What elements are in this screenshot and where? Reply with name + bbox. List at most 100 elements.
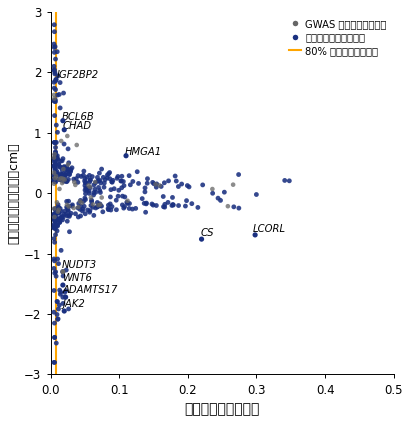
統合解析で有意な変異 xyxy=(52,211,58,218)
統合解析で有意な変異 xyxy=(126,200,133,207)
統合解析で有意な変異 xyxy=(57,217,63,224)
統合解析で有意な変異 xyxy=(51,270,58,277)
統合解析で有意な変異 xyxy=(143,200,149,206)
統合解析で有意な変異 xyxy=(81,175,88,182)
統合解析で有意な変異 xyxy=(117,178,124,184)
統合解析で有意な変異 xyxy=(107,206,114,213)
統合解析で有意な変異 xyxy=(126,205,132,212)
統合解析で有意な変異 xyxy=(52,148,58,155)
統合解析で有意な変異 xyxy=(59,167,65,173)
統合解析で有意な変異 xyxy=(63,163,70,170)
統合解析で有意な変異 xyxy=(51,224,57,231)
統合解析で有意な変異 xyxy=(119,193,126,200)
統合解析で有意な変異 xyxy=(52,71,58,77)
統合解析で有意な変異 xyxy=(54,255,61,262)
Point xyxy=(62,294,69,300)
統合解析で有意な変異 xyxy=(56,163,63,170)
GWAS でのみ有意な変異 xyxy=(98,194,105,201)
統合解析で有意な変異 xyxy=(81,168,87,175)
統合解析で有意な変異 xyxy=(55,305,62,312)
統合解析で有意な変異 xyxy=(52,156,59,162)
統合解析で有意な変異 xyxy=(86,207,93,214)
統合解析で有意な変異 xyxy=(184,182,190,189)
統合解析で有意な変異 xyxy=(127,181,133,188)
統合解析で有意な変異 xyxy=(88,202,94,209)
統合解析で有意な変異 xyxy=(52,152,58,159)
統合解析で有意な変異 xyxy=(89,204,96,211)
統合解析で有意な変異 xyxy=(51,155,57,162)
統合解析で有意な変異 xyxy=(56,302,63,308)
統合解析で有意な変異 xyxy=(54,152,61,159)
統合解析で有意な変異 xyxy=(51,320,58,327)
統合解析で有意な変異 xyxy=(75,172,81,179)
統合解析で有意な変異 xyxy=(97,180,104,187)
統合解析で有意な変異 xyxy=(173,178,179,184)
統合解析で有意な変異 xyxy=(78,203,84,210)
統合解析で有意な変異 xyxy=(57,205,63,212)
統合解析で有意な変異 xyxy=(108,186,114,193)
統合解析で有意な変異 xyxy=(95,184,101,191)
統合解析で有意な変異 xyxy=(169,201,176,208)
Text: JAK2: JAK2 xyxy=(62,299,85,309)
統合解析で有意な変異 xyxy=(121,203,128,210)
統合解析で有意な変異 xyxy=(110,185,117,192)
統合解析で有意な変異 xyxy=(83,174,90,181)
統合解析で有意な変異 xyxy=(51,67,57,74)
統合解析で有意な変異 xyxy=(54,170,60,177)
統合解析で有意な変異 xyxy=(51,97,57,104)
GWAS でのみ有意な変異 xyxy=(51,214,58,220)
統合解析で有意な変異 xyxy=(104,172,110,179)
統合解析で有意な変異 xyxy=(82,190,89,197)
Text: CS: CS xyxy=(200,228,213,238)
統合解析で有意な変異 xyxy=(65,167,71,174)
統合解析で有意な変異 xyxy=(160,203,166,210)
統合解析で有意な変異 xyxy=(58,172,65,179)
統合解析で有意な変異 xyxy=(54,206,61,213)
統合解析で有意な変異 xyxy=(63,266,70,273)
統合解析で有意な変異 xyxy=(51,217,58,223)
統合解析で有意な変異 xyxy=(66,168,73,174)
統合解析で有意な変異 xyxy=(60,178,67,185)
統合解析で有意な変異 xyxy=(51,21,57,28)
統合解析で有意な変異 xyxy=(91,186,98,193)
統合解析で有意な変異 xyxy=(120,205,127,212)
統合解析で有意な変異 xyxy=(63,179,70,185)
統合解析で有意な変異 xyxy=(60,171,66,178)
統合解析で有意な変異 xyxy=(53,122,59,129)
統合解析で有意な変異 xyxy=(52,218,58,225)
統合解析で有意な変異 xyxy=(52,205,59,212)
GWAS でのみ有意な変異 xyxy=(51,169,57,176)
統合解析で有意な変異 xyxy=(188,200,195,207)
統合解析で有意な変異 xyxy=(199,181,205,188)
統合解析で有意な変異 xyxy=(83,179,89,186)
統合解析で有意な変異 xyxy=(285,177,292,184)
統合解析で有意な変異 xyxy=(160,193,166,200)
統合解析で有意な変異 xyxy=(144,175,151,182)
統合解析で有意な変異 xyxy=(81,203,87,210)
GWAS でのみ有意な変異 xyxy=(124,198,130,204)
統合解析で有意な変異 xyxy=(65,203,72,210)
統合解析で有意な変異 xyxy=(59,217,65,223)
Point xyxy=(251,231,258,238)
統合解析で有意な変異 xyxy=(52,170,59,177)
統合解析で有意な変異 xyxy=(51,359,58,366)
統合解析で有意な変異 xyxy=(95,177,101,184)
統合解析で有意な変異 xyxy=(150,202,156,209)
統合解析で有意な変異 xyxy=(82,196,88,203)
統合解析で有意な変異 xyxy=(84,185,90,192)
統合解析で有意な変異 xyxy=(63,211,69,218)
Text: BCL6B: BCL6B xyxy=(62,112,95,122)
GWAS でのみ有意な変異 xyxy=(51,154,57,161)
Text: ADAMTS17: ADAMTS17 xyxy=(62,285,117,295)
統合解析で有意な変異 xyxy=(52,78,58,85)
統合解析で有意な変異 xyxy=(106,169,112,176)
統合解析で有意な変異 xyxy=(51,79,57,85)
統合解析で有意な変異 xyxy=(52,165,59,171)
統合解析で有意な変異 xyxy=(106,175,113,182)
統合解析で有意な変異 xyxy=(52,231,58,238)
統合解析で有意な変異 xyxy=(51,66,58,73)
統合解析で有意な変異 xyxy=(105,206,111,213)
統合解析で有意な変異 xyxy=(86,209,93,216)
統合解析で有意な変異 xyxy=(78,173,84,180)
統合解析で有意な変異 xyxy=(134,168,140,175)
